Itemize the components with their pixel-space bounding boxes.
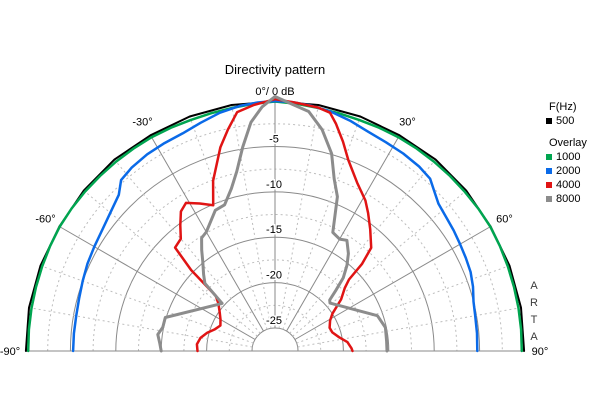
watermark-letter: A [530, 280, 538, 292]
legend-label-2000: 2000 [556, 165, 581, 177]
grid-spoke [286, 134, 401, 332]
db-tick-label: -20 [266, 270, 282, 282]
watermark-letter: T [530, 314, 538, 326]
db-tick-label: -15 [266, 224, 282, 236]
grid-spoke-dashed [292, 189, 467, 337]
watermark-letter: R [530, 297, 538, 309]
legend-header-fhz: F(Hz) [549, 101, 577, 113]
curve-8000 [156, 95, 389, 353]
db-tick-label: -25 [266, 315, 282, 327]
legend-label-1000: 1000 [556, 151, 581, 163]
legend: F(Hz) 500 Overlay 1000 2000 4000 8000 [546, 100, 587, 206]
angle-label: 60° [496, 214, 513, 226]
legend-item-4000: 4000 [546, 178, 587, 192]
grid-spoke-dashed [278, 104, 319, 329]
angle-label: 90° [532, 346, 549, 358]
legend-label-500: 500 [556, 115, 575, 127]
legend-swatch-500 [546, 118, 552, 124]
chart-title: Directivity pattern [224, 62, 326, 77]
legend-item-2000: 2000 [546, 164, 587, 178]
grid-spoke-dashed [289, 159, 437, 334]
angle-label: 30° [399, 117, 416, 129]
legend-item-500: 500 [546, 114, 587, 128]
arta-watermark: A R T A [527, 278, 541, 346]
watermark-letter: A [530, 331, 538, 343]
grid-spoke [58, 225, 256, 340]
legend-label-4000: 4000 [556, 179, 581, 191]
angle-label: -60° [35, 214, 55, 226]
legend-swatch-2000 [546, 168, 552, 174]
angle-label: -30° [132, 117, 152, 129]
grid-spoke [294, 225, 492, 340]
legend-swatch-8000 [546, 196, 552, 202]
angle-label: 0°/ 0 dB [255, 86, 294, 98]
db-tick-label: -10 [266, 179, 282, 191]
legend-swatch-4000 [546, 182, 552, 188]
legend-spacer [546, 128, 587, 136]
legend-header-overlay: Overlay [549, 137, 587, 149]
legend-label-8000: 8000 [556, 193, 581, 205]
grid-spoke-dashed [113, 159, 261, 334]
grid-circle-dashed [138, 214, 412, 352]
grid-circle [251, 327, 299, 352]
angle-label: -90° [0, 346, 20, 358]
db-tick-label: -5 [269, 133, 279, 145]
legend-item-8000: 8000 [546, 192, 587, 206]
legend-swatch-1000 [546, 154, 552, 160]
legend-item-1000: 1000 [546, 150, 587, 164]
